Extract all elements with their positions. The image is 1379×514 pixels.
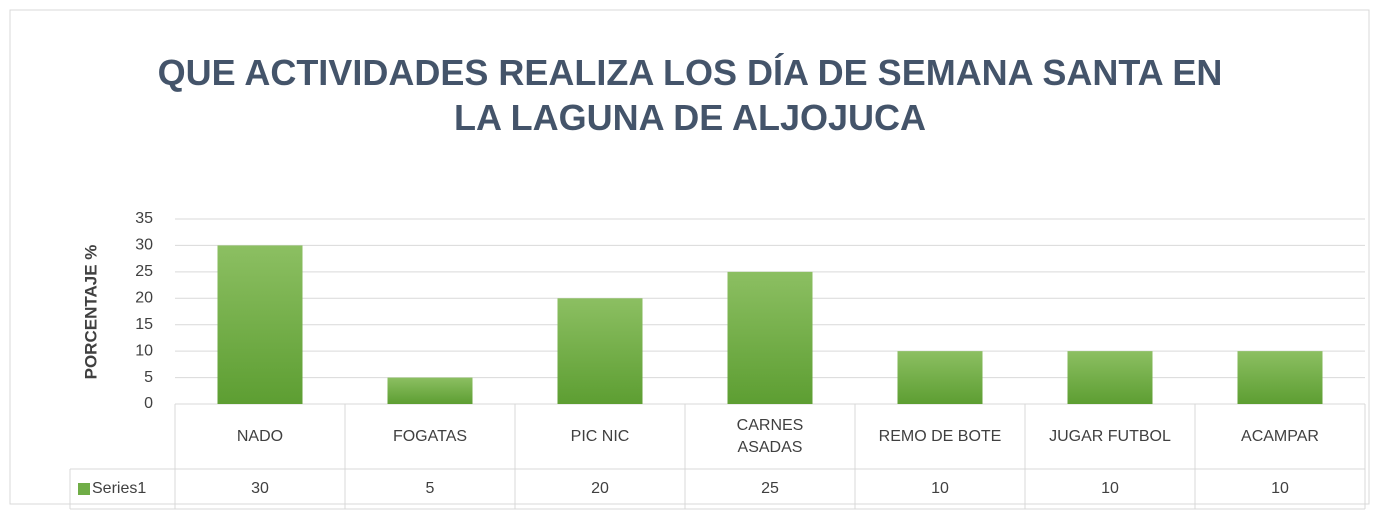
y-tick-label: 15 xyxy=(135,316,153,333)
x-tick-label: NADO xyxy=(236,427,284,445)
y-tick-label: 25 xyxy=(135,263,153,280)
x-tick-label: FOGATAS xyxy=(392,427,468,445)
table-value: 30 xyxy=(251,480,269,497)
bar xyxy=(557,298,643,404)
y-tick-label: 35 xyxy=(135,210,153,227)
chart-title: QUE ACTIVIDADES REALIZA LOS DÍA DE SEMAN… xyxy=(157,52,1223,138)
table-value: 10 xyxy=(1271,480,1289,497)
y-axis-label: PORCENTAJE % xyxy=(81,245,100,380)
table-value: 25 xyxy=(761,480,779,497)
bar xyxy=(387,377,473,404)
legend-swatch xyxy=(78,483,90,495)
y-tick-label: 20 xyxy=(135,290,153,307)
bar xyxy=(897,351,983,404)
x-tick-label: CARNES ASADAS xyxy=(736,416,804,456)
y-tick-label: 10 xyxy=(135,342,153,359)
table-value: 20 xyxy=(591,480,609,497)
y-tick-label: 5 xyxy=(144,369,153,386)
bar xyxy=(1237,351,1323,404)
chart-border xyxy=(9,9,1370,505)
bar xyxy=(727,271,813,404)
table-value: 5 xyxy=(425,480,435,497)
y-tick-label: 30 xyxy=(135,237,153,254)
table-value: 10 xyxy=(931,480,949,497)
x-tick-label: PIC NIC xyxy=(570,427,630,445)
x-tick-label: ACAMPAR xyxy=(1241,427,1319,445)
bar xyxy=(1067,351,1153,404)
x-tick-label: JUGAR FUTBOL xyxy=(1049,427,1171,445)
x-tick-label: REMO DE BOTE xyxy=(878,427,1002,445)
legend-label: Series1 xyxy=(92,480,147,497)
bar xyxy=(217,245,303,404)
table-value: 10 xyxy=(1101,480,1119,497)
y-tick-label: 0 xyxy=(144,395,153,412)
